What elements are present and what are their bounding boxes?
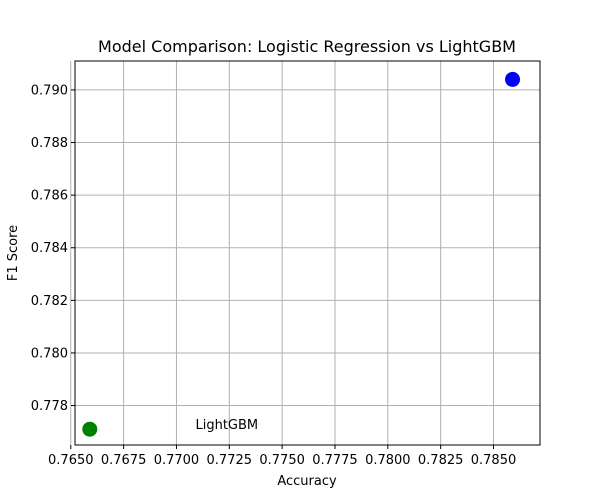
x-tick-label: 0.7650: [48, 453, 94, 468]
x-tick-label: 0.7700: [154, 453, 200, 468]
x-tick-label: 0.7825: [418, 453, 464, 468]
chart-title: Model Comparison: Logistic Regression vs…: [98, 37, 516, 56]
plot-frame: [74, 60, 541, 446]
y-tick-label: 0.782: [31, 294, 68, 309]
data-point: [82, 421, 98, 437]
x-tick-label: 0.7675: [101, 453, 147, 468]
x-tick-label: 0.7775: [312, 453, 358, 468]
x-tick-label: 0.7725: [207, 453, 253, 468]
y-tick-label: 0.780: [31, 346, 68, 361]
data-point: [505, 71, 521, 87]
x-tick-label: 0.7850: [471, 453, 517, 468]
y-tick-label: 0.788: [31, 136, 68, 151]
axis-ticks: 0.7650 0.7675 0.7700 0.7725 0.7750 0.7775 0.78…: [31, 83, 516, 468]
y-axis-label: F1 Score: [6, 225, 21, 281]
y-tick-label: 0.790: [31, 83, 68, 98]
annotations: LightGBM: [195, 418, 258, 433]
y-tick-label: 0.786: [31, 189, 68, 204]
x-axis-label: Accuracy: [277, 474, 337, 489]
point-annotation: LightGBM: [195, 418, 258, 433]
data-points: [82, 71, 521, 437]
y-tick-label: 0.784: [31, 241, 68, 256]
grid-lines: [70, 61, 540, 445]
y-tick-label: 0.778: [31, 399, 68, 414]
x-tick-label: 0.7800: [365, 453, 411, 468]
x-tick-label: 0.7750: [259, 453, 305, 468]
